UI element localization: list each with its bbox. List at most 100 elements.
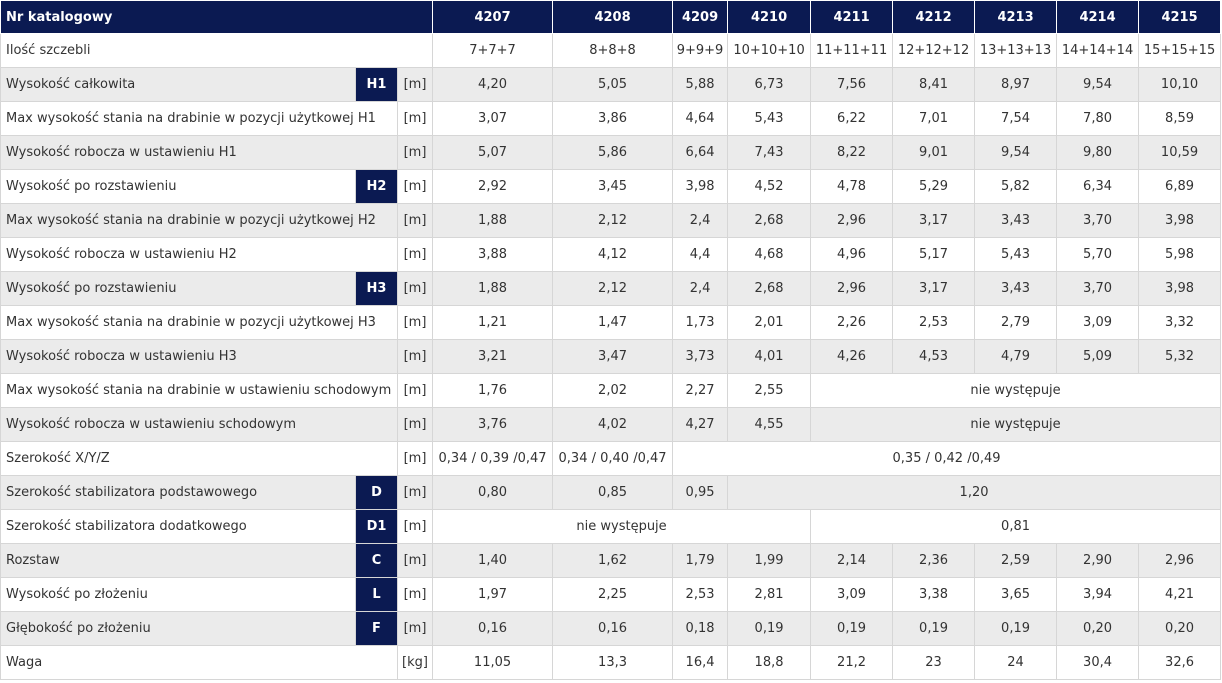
row: Wysokość robocza w ustawieniu H1 [m] 5,07 5… xyxy=(0,135,1222,170)
value-cell: 9,54 xyxy=(974,135,1058,170)
value-cell: 2,12 xyxy=(552,271,674,306)
value-cell: 3,38 xyxy=(892,577,976,612)
value-cell: 8+8+8 xyxy=(552,33,674,68)
model-header: 4208 xyxy=(552,0,674,34)
row-label: Rozstaw xyxy=(0,543,356,578)
value-cell: 9+9+9 xyxy=(672,33,729,68)
value-cell: 4,52 xyxy=(727,169,812,204)
value-cell: 2,55 xyxy=(727,373,812,408)
value-cell: 0,16 xyxy=(432,611,554,646)
unit: [m] xyxy=(396,271,434,306)
value-cell: 18,8 xyxy=(727,645,812,680)
row-label: Wysokość po złożeniu xyxy=(0,577,356,612)
value-cell: 1,99 xyxy=(727,543,812,578)
unit: [m] xyxy=(396,135,434,170)
value-cell: 0,19 xyxy=(727,611,812,646)
row: Rozstaw C [m] 1,40 1,62 1,79 1,99 2,14 2,36 2,59 2… xyxy=(0,543,1222,578)
unit: [m] xyxy=(396,67,434,102)
value-cell: 1,62 xyxy=(552,543,674,578)
row-label: Wysokość robocza w ustawieniu H3 xyxy=(0,339,398,374)
value-cell: 2,81 xyxy=(727,577,812,612)
badge: H3 xyxy=(355,271,398,306)
value-cell: 7,01 xyxy=(892,101,976,136)
row-label: Ilość szczebli xyxy=(0,33,434,68)
value-cell: 1,97 xyxy=(432,577,554,612)
value-cell: 2,68 xyxy=(727,271,812,306)
unit: [m] xyxy=(396,169,434,204)
value-cell: 3,43 xyxy=(974,203,1058,238)
value-cell: 3,43 xyxy=(974,271,1058,306)
value-cell: 16,4 xyxy=(672,645,729,680)
value-cell: 2,92 xyxy=(432,169,554,204)
row: Max wysokość stania na drabinie w pozycj… xyxy=(0,305,1222,340)
row: Max wysokość stania na drabinie w pozycj… xyxy=(0,101,1222,136)
value-cell: 1,47 xyxy=(552,305,674,340)
value-cell: 4,21 xyxy=(1138,577,1222,612)
row-label: Wysokość robocza w ustawieniu H1 xyxy=(0,135,398,170)
value-cell: 8,59 xyxy=(1138,101,1222,136)
value-cell: 4,78 xyxy=(810,169,894,204)
badge: F xyxy=(355,611,398,646)
value-cell: 5,70 xyxy=(1056,237,1140,272)
unit: [m] xyxy=(396,237,434,272)
row: Wysokość robocza w ustawieniu H2 [m] 3,88 4… xyxy=(0,237,1222,272)
value-cell: 4,4 xyxy=(672,237,729,272)
value-cell: 1,21 xyxy=(432,305,554,340)
badge: D xyxy=(355,475,398,510)
unit: [m] xyxy=(396,373,434,408)
value-cell: 21,2 xyxy=(810,645,894,680)
header-row: Nr katalogowy 4207 4208 4209 4210 4211 4212 421… xyxy=(0,0,1222,34)
value-cell: 6,22 xyxy=(810,101,894,136)
value-cell: 2,96 xyxy=(810,271,894,306)
row-label: Max wysokość stania na drabinie w pozycj… xyxy=(0,203,398,238)
value-cell: 2,59 xyxy=(974,543,1058,578)
value-cell: 0,35 / 0,42 /0,49 xyxy=(672,441,1222,476)
model-header: 4209 xyxy=(672,0,729,34)
value-cell: 2,96 xyxy=(810,203,894,238)
value-cell: 5,17 xyxy=(892,237,976,272)
value-cell: 3,76 xyxy=(432,407,554,442)
value-cell: 4,64 xyxy=(672,101,729,136)
value-cell: 4,55 xyxy=(727,407,812,442)
value-cell: 0,20 xyxy=(1138,611,1222,646)
value-cell: 13+13+13 xyxy=(974,33,1058,68)
value-cell: 2,90 xyxy=(1056,543,1140,578)
value-cell: 8,41 xyxy=(892,67,976,102)
value-cell: 0,81 xyxy=(810,509,1222,544)
value-cell: 7,54 xyxy=(974,101,1058,136)
value-cell: 8,97 xyxy=(974,67,1058,102)
value-cell: 3,86 xyxy=(552,101,674,136)
value-cell: 32,6 xyxy=(1138,645,1222,680)
row: Max wysokość stania na drabinie w ustawi… xyxy=(0,373,1222,408)
row: Głębokość po złożeniu F [m] 0,16 0,16 0,18 0,1… xyxy=(0,611,1222,646)
row-label: Max wysokość stania na drabinie w ustawi… xyxy=(0,373,398,408)
value-cell: 4,68 xyxy=(727,237,812,272)
value-cell: 3,88 xyxy=(432,237,554,272)
value-cell: 5,32 xyxy=(1138,339,1222,374)
value-cell: 11,05 xyxy=(432,645,554,680)
unit: [kg] xyxy=(396,645,434,680)
unit: [m] xyxy=(396,475,434,510)
header-label: Nr katalogowy xyxy=(0,0,434,34)
value-cell: 4,53 xyxy=(892,339,976,374)
value-cell: 1,76 xyxy=(432,373,554,408)
value-cell: 2,36 xyxy=(892,543,976,578)
value-cell: 10,10 xyxy=(1138,67,1222,102)
value-cell: 9,01 xyxy=(892,135,976,170)
value-cell: 6,89 xyxy=(1138,169,1222,204)
row-label: Wysokość robocza w ustawieniu H2 xyxy=(0,237,398,272)
value-cell: 3,94 xyxy=(1056,577,1140,612)
value-cell: 5,05 xyxy=(552,67,674,102)
value-cell: 3,17 xyxy=(892,203,976,238)
value-cell: 1,73 xyxy=(672,305,729,340)
value-cell: 1,20 xyxy=(727,475,1222,510)
row: Wysokość całkowita H1 [m] 4,20 5,05 5,88 6,73 7… xyxy=(0,67,1222,102)
value-cell: 12+12+12 xyxy=(892,33,976,68)
unit: [m] xyxy=(396,543,434,578)
row-label: Wysokość robocza w ustawieniu schodowym xyxy=(0,407,398,442)
value-cell: 2,02 xyxy=(552,373,674,408)
value-cell: 6,64 xyxy=(672,135,729,170)
value-cell: 5,07 xyxy=(432,135,554,170)
value-cell: 0,18 xyxy=(672,611,729,646)
